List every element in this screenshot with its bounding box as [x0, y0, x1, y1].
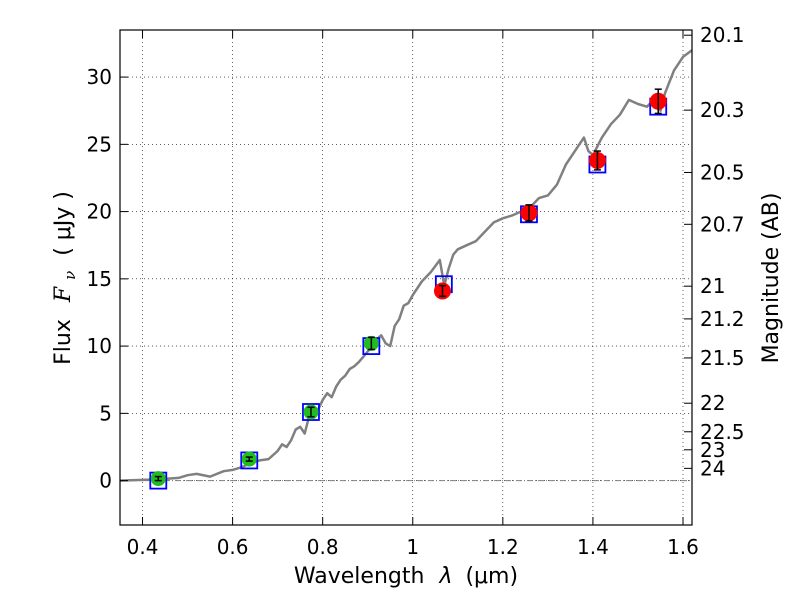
y-tick-label: 30 [87, 65, 112, 89]
y-axis-label-subscript: ν [61, 271, 79, 280]
x-tick-label: 1.2 [487, 535, 519, 559]
x-tick-label: 0.8 [307, 535, 339, 559]
plot-frame [119, 29, 693, 526]
magnitude-tick-label: 24 [700, 456, 725, 480]
magnitude-tick-label: 20.7 [700, 212, 745, 236]
magnitude-tick-label: 22.5 [700, 420, 745, 444]
x-axis-ticks: 0.4 0.6 0.8 1 1.2 1.4 1.6 [127, 30, 699, 559]
magnitude-tick-label: 21.2 [700, 307, 745, 331]
y-tick-label: 0 [99, 469, 112, 493]
model-photometry-square [302, 403, 320, 421]
model-spectrum-line [120, 49, 692, 482]
magnitude-tick-label: 22 [700, 391, 725, 415]
y-tick-label: 25 [87, 132, 112, 156]
x-tick-label: 0.4 [127, 535, 159, 559]
magnitude-tick-label: 20.5 [700, 160, 745, 184]
magnitude-axis-label: Magnitude (AB) [759, 193, 784, 364]
y-axis-ticks: 0 5 10 15 20 25 30 [87, 65, 128, 493]
magnitude-tick-label: 20.3 [700, 98, 745, 122]
magnitude-tick-label: 20.1 [700, 23, 745, 47]
x-axis-label: Wavelength λ (μm) [294, 564, 518, 589]
y-axis-label-symbol: F [51, 286, 76, 303]
y-axis-label: Flux F ν ( μJy ) [51, 191, 81, 365]
magnitude-tick-label: 23 [700, 438, 725, 462]
y-tick-label: 5 [99, 401, 112, 425]
x-tick-label: 0.6 [217, 535, 249, 559]
observed-photometry-points [150, 88, 667, 487]
y-tick-label: 15 [87, 267, 112, 291]
y-axis-label-unit: ( μJy ) [51, 191, 76, 256]
x-tick-label: 1.6 [667, 535, 699, 559]
y-tick-label: 10 [87, 334, 112, 358]
plot-area-background [120, 30, 692, 525]
y-tick-label: 20 [87, 200, 112, 224]
x-tick-label: 1.4 [577, 535, 609, 559]
x-axis-label-prefix: Wavelength [294, 564, 425, 589]
y-axis-label-prefix: Flux [51, 319, 76, 365]
x-tick-label: 1 [406, 535, 419, 559]
magnitude-tick-label: 21.5 [700, 346, 745, 370]
x-axis-label-symbol: λ [438, 564, 452, 589]
x-axis-label-unit: (μm) [465, 564, 518, 589]
magnitude-tick-label: 21 [700, 274, 725, 298]
